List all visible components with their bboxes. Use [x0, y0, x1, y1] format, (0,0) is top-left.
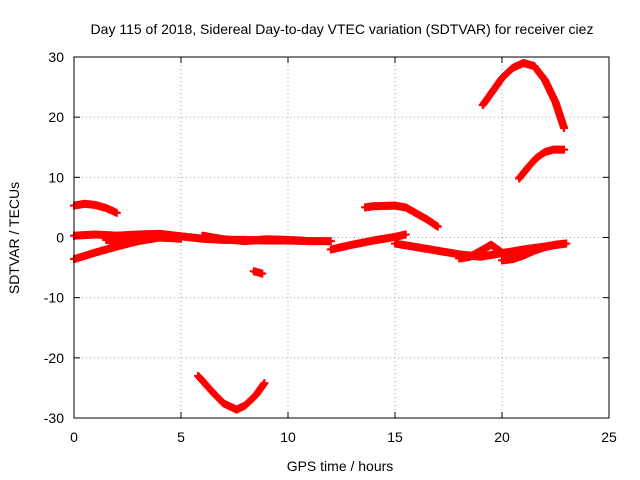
- y-tick-label: 10: [48, 169, 64, 185]
- x-tick-label: 0: [70, 429, 78, 445]
- x-tick-label: 15: [387, 429, 403, 445]
- data-point: [177, 234, 185, 243]
- data-point: [260, 379, 269, 388]
- data-point: [562, 239, 571, 248]
- series-arc-4: [102, 233, 185, 246]
- x-tick-label: 25: [601, 429, 617, 445]
- y-tick-label: -10: [44, 290, 64, 306]
- y-tick-label: 20: [48, 109, 64, 125]
- data-point: [560, 123, 569, 132]
- data-point: [401, 230, 410, 239]
- series-arc-13: [478, 59, 569, 132]
- y-tick-label: 30: [48, 49, 64, 65]
- y-tick-label: -30: [44, 410, 64, 426]
- series-arc-14: [515, 145, 569, 183]
- y-tick-label: 0: [56, 230, 64, 246]
- data-point: [112, 208, 121, 217]
- data-point: [433, 222, 442, 231]
- y-axis-label: SDTVAR / TECUs: [6, 182, 22, 294]
- data-points: [70, 59, 571, 414]
- data-point: [560, 145, 569, 154]
- series-arc-6: [249, 267, 267, 278]
- chart-title: Day 115 of 2018, Sidereal Day-to-day VTE…: [91, 21, 594, 37]
- data-point: [326, 237, 335, 246]
- series-arc-9: [361, 201, 442, 231]
- x-axis-label: GPS time / hours: [287, 458, 394, 474]
- x-tick-label: 5: [177, 429, 185, 445]
- data-point: [258, 269, 267, 278]
- series-arc-12: [498, 239, 571, 265]
- x-tick-label: 20: [494, 429, 510, 445]
- series-arc-5: [198, 231, 314, 246]
- ticks: 0 5 10 15 20 25 -30 -20 -10 0 10 20 30: [44, 49, 617, 445]
- x-tick-label: 10: [280, 429, 296, 445]
- series-arc-7: [194, 371, 269, 414]
- y-tick-label: -20: [44, 350, 64, 366]
- data-point: [305, 237, 314, 246]
